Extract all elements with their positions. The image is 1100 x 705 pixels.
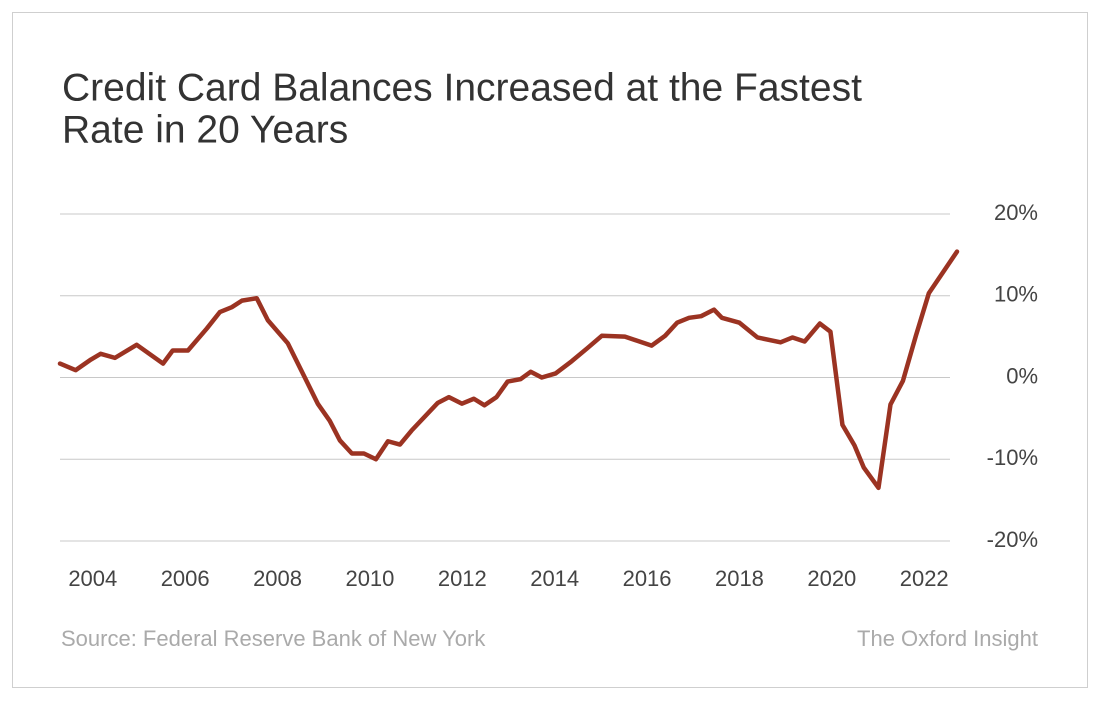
- source: Source: Federal Reserve Bank of New York: [61, 626, 486, 651]
- y-tick-label: 10%: [994, 282, 1038, 307]
- x-tick-label: 2022: [900, 566, 949, 591]
- chart-title: Rate in 20 Years: [62, 108, 348, 151]
- line: [57, 249, 960, 491]
- x-tick-label: 2012: [438, 566, 487, 591]
- x-tick-label: 2016: [623, 566, 672, 591]
- x-tick-label: 2014: [530, 566, 579, 591]
- x-tick-label: 2018: [715, 566, 764, 591]
- x-tick-label: 2020: [807, 566, 856, 591]
- chart-title: Credit Card Balances Increased at the Fa…: [62, 66, 862, 109]
- x-tick-label: 2008: [253, 566, 302, 591]
- x-tick-label: 2010: [345, 566, 394, 591]
- x-tick-label: 2004: [68, 566, 117, 591]
- brand: The Oxford Insight: [857, 626, 1038, 651]
- y-tick-label: -10%: [987, 445, 1038, 470]
- card-border: [12, 12, 1088, 688]
- y-tick-label: 0%: [1006, 363, 1038, 388]
- y-tick-label: -20%: [987, 527, 1038, 552]
- x-tick-label: 2006: [161, 566, 210, 591]
- y-tick-label: 20%: [994, 200, 1038, 225]
